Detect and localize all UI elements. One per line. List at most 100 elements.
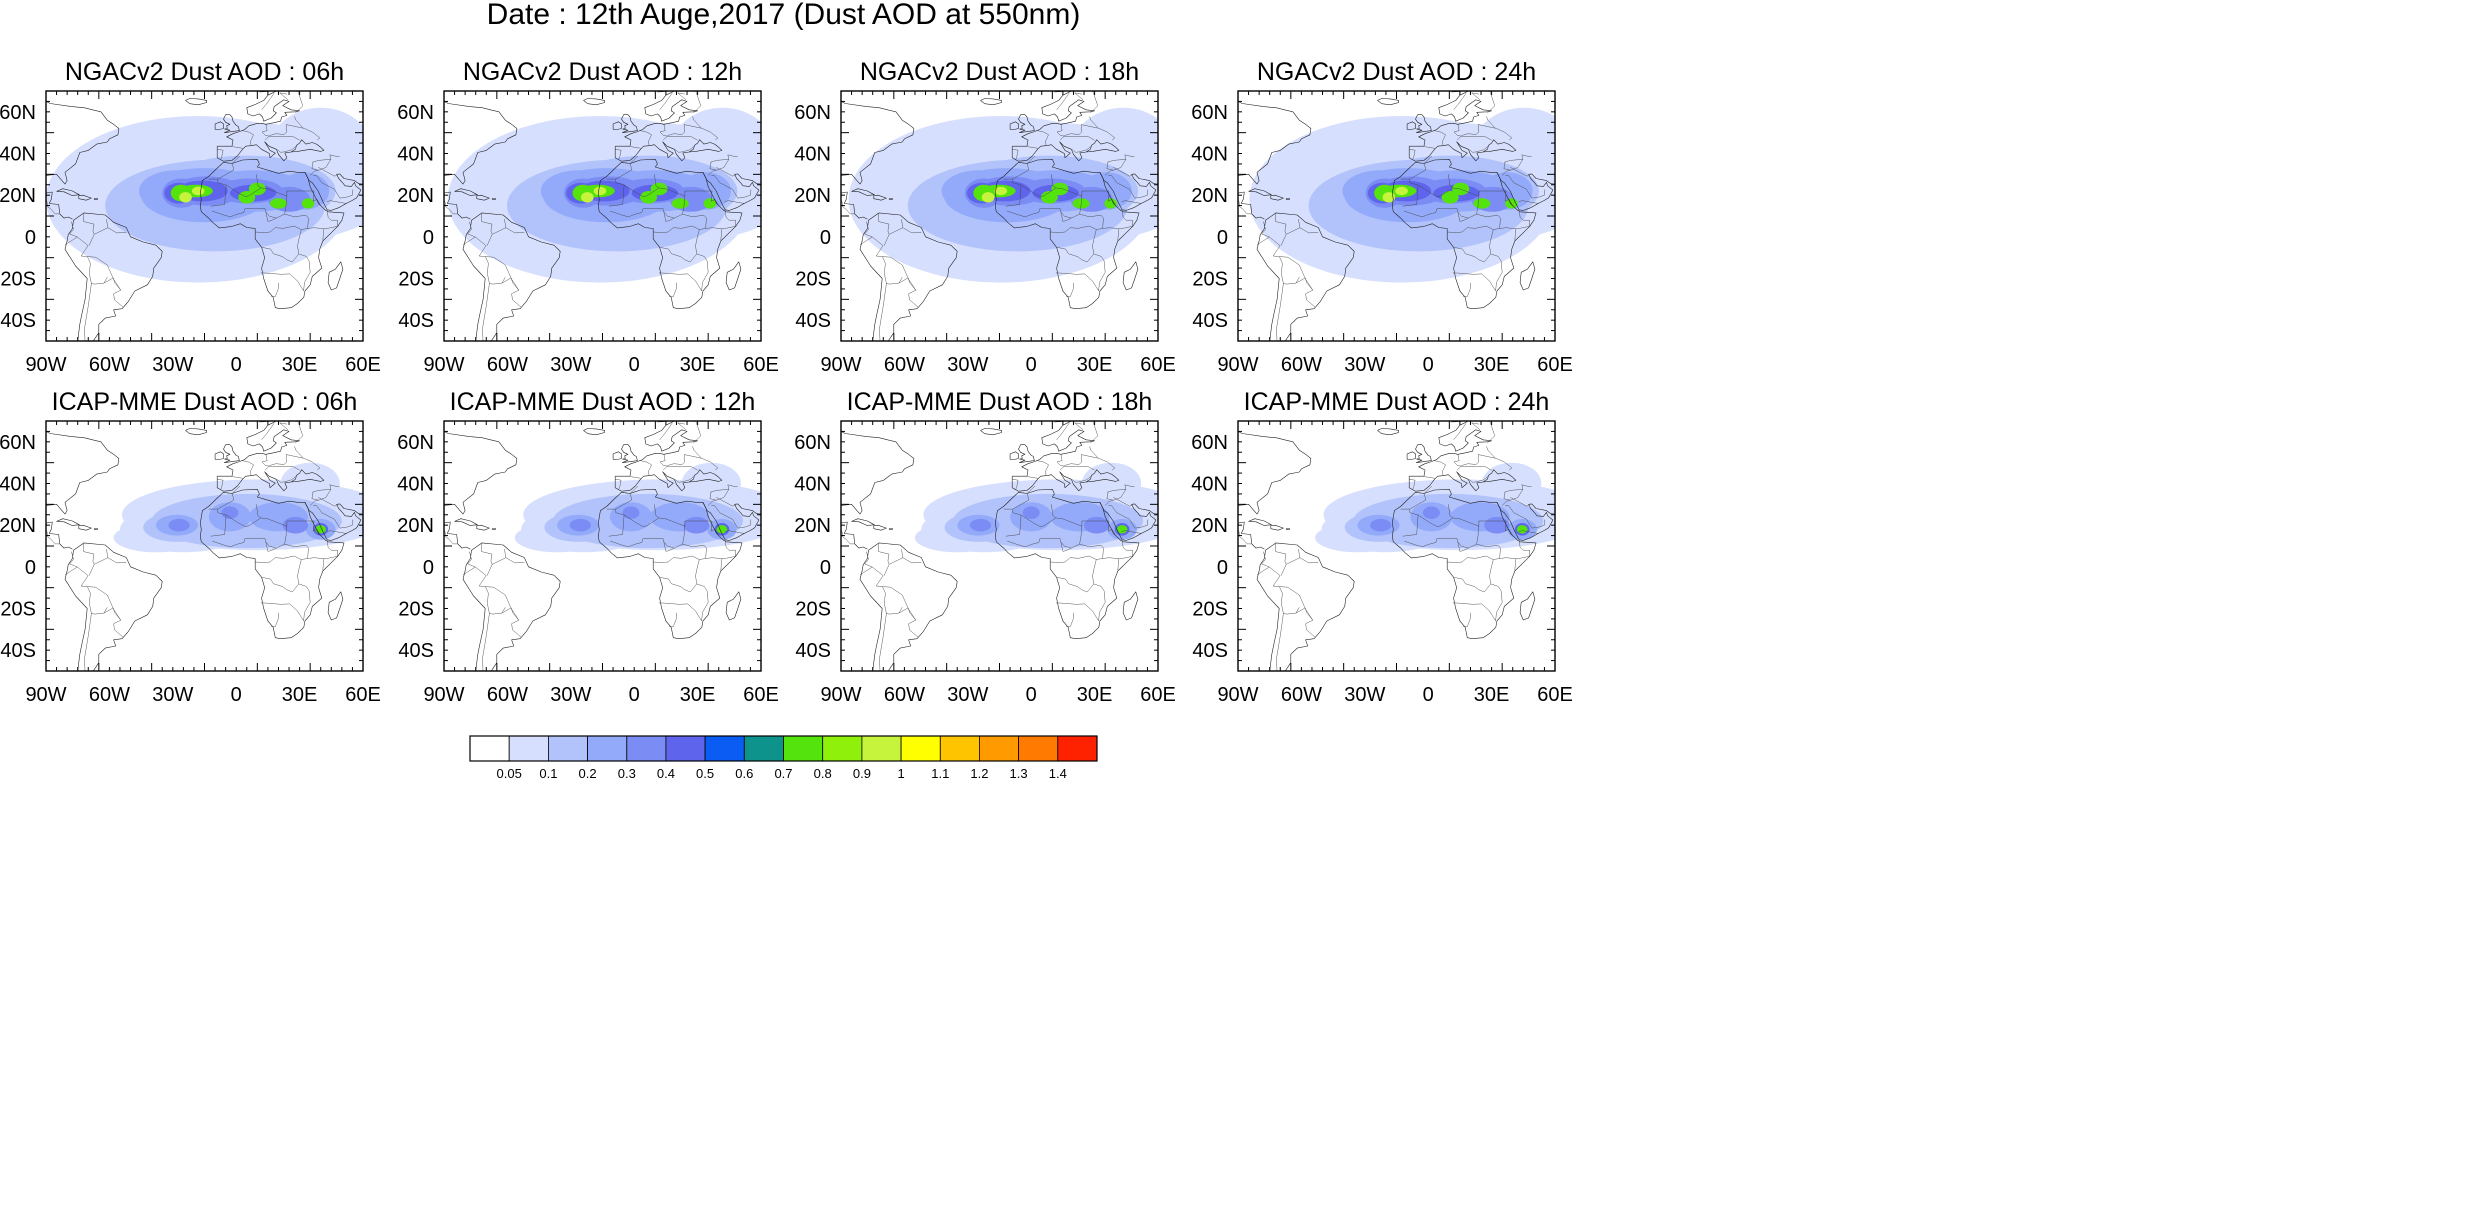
country-border [261, 454, 300, 471]
country-border [1113, 497, 1133, 507]
coastline [491, 198, 496, 200]
coastline [888, 198, 893, 200]
lat-tick-label: 60N [0, 432, 36, 454]
country-border [1433, 460, 1446, 476]
lat-tick-label: 0 [423, 227, 434, 249]
country-border [294, 116, 304, 129]
country-border [716, 497, 736, 507]
dust-contour [248, 182, 266, 196]
lat-tick-label: 60N [397, 102, 434, 124]
colorbar-swatch [626, 735, 667, 762]
coastline [1238, 431, 1312, 515]
colorbar-swatch [1057, 735, 1098, 762]
dust-contour [301, 198, 315, 209]
country-border [467, 221, 522, 308]
country-border [84, 283, 92, 341]
lat-tick-label: 40S [795, 640, 831, 662]
country-border [1416, 485, 1433, 494]
lon-tick-label: 0 [1423, 684, 1434, 706]
coastline [614, 139, 723, 162]
country-border [1463, 282, 1471, 297]
colorbar-label: 0.7 [774, 766, 792, 781]
dust-contour [1516, 525, 1528, 534]
colorbar-swatch [939, 735, 980, 762]
lon-tick-label: 60W [487, 354, 528, 376]
country-border [46, 529, 60, 545]
coastline [1012, 421, 1095, 477]
coastline [980, 98, 1002, 106]
country-border [1476, 213, 1517, 241]
colorbar-label: 0.8 [814, 766, 832, 781]
dust-contour [683, 516, 710, 534]
country-border [278, 92, 289, 100]
country-border [1118, 210, 1133, 229]
country-border [1060, 124, 1083, 141]
country-border [46, 199, 60, 215]
country-border [606, 178, 712, 197]
country-border [1027, 476, 1038, 479]
country-border [1457, 541, 1469, 552]
country-border [683, 454, 719, 471]
lat-tick-label: 40S [0, 640, 36, 662]
dust-contour [640, 191, 658, 204]
country-border [841, 529, 855, 545]
coastline [859, 542, 958, 671]
colorbar-swatch [587, 735, 628, 762]
country-border [1424, 476, 1435, 479]
lon-tick-label: 60W [1281, 684, 1322, 706]
country-border [889, 227, 922, 235]
lon-tick-label: 30W [947, 684, 988, 706]
country-border [659, 247, 697, 263]
lon-tick-label: 60W [89, 354, 130, 376]
colorbar-label: 0.3 [618, 766, 636, 781]
coastline [185, 428, 207, 436]
country-border [329, 484, 340, 488]
lon-tick-label: 30E [1077, 354, 1113, 376]
country-border [1286, 557, 1319, 565]
coastline [873, 524, 887, 531]
country-border [1400, 508, 1506, 527]
country-border [89, 603, 108, 615]
country-border [1124, 484, 1135, 488]
country-border [1089, 446, 1099, 459]
country-border [1003, 508, 1109, 527]
coastline [702, 502, 761, 541]
dust-contour [1116, 525, 1128, 534]
country-border [485, 256, 489, 274]
country-border [1003, 178, 1109, 197]
dust-contour [593, 186, 607, 196]
coastline [702, 172, 761, 211]
country-border [711, 505, 752, 529]
coastline [462, 542, 561, 671]
lat-tick-label: 20S [0, 269, 36, 291]
country-border [323, 210, 338, 229]
panel-title: NGACv2 Dust AOD : 18h [860, 58, 1139, 86]
coastline [615, 421, 698, 477]
dust-contour [1473, 198, 1491, 209]
country-border [1089, 116, 1099, 129]
map-panel-2: 90W 60W 30W 0 30E 60E 60N 40N 20N 0 20S 40S NGACv2 D… [397, 58, 779, 376]
country-border [1295, 277, 1313, 291]
lon-tick-label: 60W [89, 684, 130, 706]
coastline [56, 188, 80, 196]
coastline [1011, 139, 1120, 162]
coastline [64, 212, 163, 341]
country-border [208, 178, 314, 197]
coastline [46, 191, 73, 220]
coastline [598, 489, 743, 639]
coastline [859, 212, 958, 341]
country-border [1080, 454, 1116, 471]
coastline [1409, 91, 1492, 147]
country-border [608, 514, 625, 537]
country-border [879, 613, 887, 671]
dust-field [46, 421, 363, 671]
colorbar-label: 0.4 [657, 766, 675, 781]
country-border [615, 479, 622, 490]
lat-tick-label: 0 [25, 227, 36, 249]
country-border [1005, 514, 1022, 537]
country-border [727, 154, 738, 158]
colorbar-label: 1.4 [1049, 766, 1067, 781]
country-border [1092, 228, 1106, 291]
map-panel-7: 90W 60W 30W 0 30E 60E 60N 40N 20N 0 20S 40S ICAP-MME… [794, 388, 1176, 706]
coastline [725, 591, 742, 621]
